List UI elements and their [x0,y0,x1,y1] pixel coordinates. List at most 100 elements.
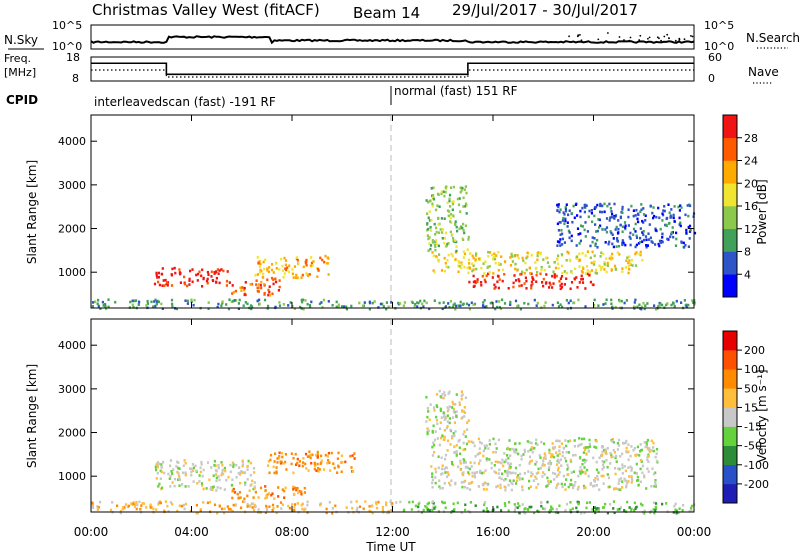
heatmap-cell [544,301,547,304]
heatmap-cell [494,450,497,454]
heatmap-cell [579,239,582,243]
heatmap-cell [513,274,516,277]
heatmap-cell [526,440,529,443]
heatmap-cell [526,251,529,255]
cpid-segment-2: normal (fast) 151 RF [394,84,518,98]
heatmap-cell [532,479,535,482]
heatmap-cell [595,272,598,275]
heatmap-cell [171,267,174,271]
heatmap-cell [263,267,266,271]
heatmap-cell [317,267,320,271]
heatmap-cell [170,298,174,302]
heatmap-cell [523,271,526,275]
heatmap-cell [688,510,691,513]
heatmap-cell [506,454,509,457]
heatmap-cell [462,250,465,254]
heatmap-cell [590,269,594,272]
heatmap-cell [370,504,373,508]
heatmap-cell [119,511,122,515]
heatmap-cell [655,507,658,510]
heatmap-cell [453,445,456,448]
heatmap-cell [315,453,318,457]
heatmap-cell [593,506,596,509]
heatmap-cell [160,470,163,474]
heatmap-cell [326,262,329,265]
heatmap-cell [160,272,163,276]
heatmap-cell [557,458,560,462]
heatmap-cell [439,436,443,440]
heatmap-cell [441,464,444,467]
heatmap-cell [627,480,630,483]
heatmap-cell [253,471,256,474]
heatmap-cell [254,505,257,508]
heatmap-cell [132,502,135,506]
heatmap-cell [573,277,576,280]
heatmap-cell [301,273,304,277]
heatmap-cell [619,506,622,509]
heatmap-cell [654,483,657,487]
heatmap-cell [523,282,526,285]
heatmap-cell [464,479,467,483]
heatmap-cell [249,484,252,487]
heatmap-cell [447,214,450,218]
heatmap-cell [462,229,465,232]
heatmap-cell [567,440,570,443]
heatmap-cell [606,261,609,265]
heatmap-cell [447,242,450,245]
heatmap-cell [229,470,232,474]
heatmap-cell [121,507,124,511]
heatmap-cell [472,268,475,271]
heatmap-cell [436,405,439,409]
heatmap-cell [467,238,470,241]
heatmap-cell [593,510,597,513]
heatmap-cell [572,454,575,457]
heatmap-cell [421,302,424,306]
heatmap-cell [444,186,447,189]
heatmap-cell [178,474,181,478]
heatmap-cell [463,411,467,414]
heatmap-cell [481,483,484,486]
heatmap-cell [97,298,100,302]
heatmap-cell [442,190,445,194]
heatmap-cell [271,509,274,512]
heatmap-cell [468,266,471,269]
heatmap-cell [455,450,458,453]
x-tick-label: 20:00 [576,525,611,539]
heatmap-cell [571,220,574,224]
heatmap-cell [593,445,596,449]
heatmap-cell [611,455,614,459]
heatmap-cell [632,214,635,218]
heatmap-cell [259,262,262,266]
nsearch-point [607,32,609,34]
heatmap-cell [424,505,427,508]
heatmap-cell [209,500,212,504]
heatmap-cell [428,509,431,512]
heatmap-cell [578,443,581,447]
heatmap-cell [564,509,567,512]
heatmap-cell [615,245,618,248]
heatmap-cell [559,287,562,291]
heatmap-cell [639,210,642,213]
heatmap-cell [438,231,441,234]
heatmap-cell [258,298,261,302]
heatmap-cell [299,305,302,309]
heatmap-cell [583,458,586,462]
heatmap-cell [436,437,439,440]
heatmap-cell [377,500,380,504]
heatmap-cell [275,470,278,473]
heatmap-cell [622,241,625,245]
heatmap-cell [555,486,558,490]
heatmap-cell [218,505,221,508]
heatmap-cell [460,261,463,264]
heatmap-cell [426,415,429,419]
heatmap-cell [585,459,588,462]
heatmap-cell [612,216,615,219]
heatmap-cell [251,479,254,483]
heatmap-cell [561,219,564,222]
heatmap-cell [460,481,463,484]
heatmap-cell [561,243,564,246]
heatmap-cell [548,286,551,289]
heatmap-cell [177,461,180,464]
heatmap-cell [485,457,488,460]
heatmap-cell [267,492,271,495]
